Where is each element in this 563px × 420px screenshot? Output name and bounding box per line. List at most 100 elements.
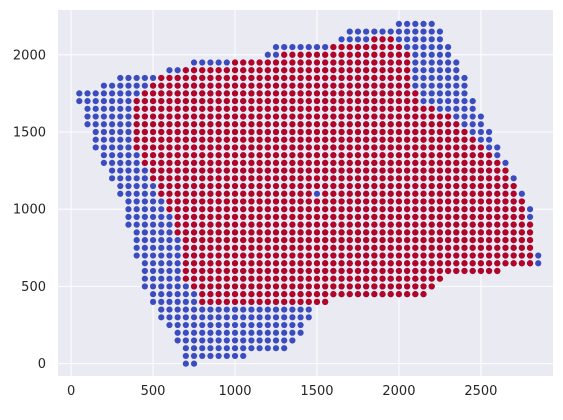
cluster-a-point bbox=[182, 314, 189, 321]
cluster-b-point bbox=[231, 105, 239, 112]
cluster-b-point bbox=[199, 252, 206, 259]
cluster-a-point bbox=[469, 98, 476, 105]
cluster-b-point bbox=[199, 182, 206, 190]
cluster-b-point bbox=[207, 252, 214, 259]
cluster-b-point bbox=[215, 198, 222, 205]
cluster-b-point bbox=[494, 206, 501, 213]
cluster-b-point bbox=[223, 298, 230, 305]
cluster-a-point bbox=[149, 237, 157, 244]
cluster-b-point bbox=[477, 190, 484, 197]
cluster-b-point bbox=[379, 221, 386, 228]
cluster-b-point bbox=[256, 190, 263, 197]
cluster-b-point bbox=[289, 59, 296, 66]
cluster-b-point bbox=[240, 121, 247, 128]
cluster-a-point bbox=[158, 221, 165, 228]
cluster-b-point bbox=[404, 237, 411, 244]
cluster-b-point bbox=[207, 167, 214, 174]
cluster-a-point bbox=[182, 352, 189, 360]
cluster-b-point bbox=[313, 221, 321, 228]
cluster-b-point bbox=[404, 82, 411, 89]
cluster-b-point bbox=[256, 98, 263, 105]
cluster-b-point bbox=[371, 105, 378, 112]
cluster-b-point bbox=[436, 167, 444, 174]
cluster-b-point bbox=[272, 128, 280, 136]
cluster-b-point bbox=[297, 74, 304, 82]
cluster-b-point bbox=[281, 98, 288, 105]
cluster-b-point bbox=[158, 144, 165, 151]
cluster-b-point bbox=[354, 244, 362, 251]
cluster-b-point bbox=[436, 159, 444, 166]
cluster-b-point bbox=[387, 175, 394, 182]
cluster-b-point bbox=[453, 182, 460, 190]
cluster-a-point bbox=[240, 345, 247, 352]
cluster-a-point bbox=[100, 105, 107, 112]
cluster-a-point bbox=[420, 36, 427, 43]
cluster-b-point bbox=[264, 144, 271, 151]
cluster-b-point bbox=[346, 229, 353, 236]
cluster-b-point bbox=[272, 237, 280, 244]
cluster-b-point bbox=[338, 74, 345, 82]
cluster-b-point bbox=[264, 298, 271, 305]
cluster-a-point bbox=[199, 59, 206, 66]
cluster-b-point bbox=[387, 36, 394, 43]
cluster-b-point bbox=[281, 237, 288, 244]
cluster-a-point bbox=[256, 321, 263, 329]
cluster-a-point bbox=[117, 82, 124, 89]
cluster-b-point bbox=[272, 144, 280, 151]
cluster-b-point bbox=[510, 213, 517, 221]
cluster-b-point bbox=[240, 74, 247, 82]
cluster-a-point bbox=[412, 20, 419, 27]
cluster-b-point bbox=[371, 260, 378, 267]
cluster-b-point bbox=[338, 90, 345, 97]
cluster-b-point bbox=[199, 113, 206, 120]
cluster-b-point bbox=[322, 136, 329, 143]
cluster-b-point bbox=[526, 260, 534, 267]
cluster-a-point bbox=[436, 74, 444, 82]
cluster-b-point bbox=[420, 175, 427, 182]
cluster-a-point bbox=[289, 306, 296, 313]
cluster-b-point bbox=[387, 229, 394, 236]
cluster-b-point bbox=[387, 43, 394, 51]
cluster-b-point bbox=[436, 260, 444, 267]
cluster-a-point bbox=[84, 121, 91, 128]
cluster-b-point bbox=[322, 182, 329, 190]
cluster-b-point bbox=[215, 90, 222, 97]
cluster-b-point bbox=[354, 159, 362, 166]
cluster-b-point bbox=[477, 244, 484, 251]
cluster-b-point bbox=[494, 267, 501, 275]
cluster-b-point bbox=[133, 128, 140, 136]
cluster-a-point bbox=[444, 82, 452, 89]
cluster-b-point bbox=[371, 121, 378, 128]
cluster-b-point bbox=[330, 221, 337, 228]
cluster-b-point bbox=[428, 260, 435, 267]
cluster-b-point bbox=[272, 221, 280, 228]
cluster-a-point bbox=[428, 98, 435, 105]
cluster-b-point bbox=[248, 74, 255, 82]
cluster-a-point bbox=[207, 59, 214, 66]
cluster-a-point bbox=[125, 136, 132, 143]
cluster-b-point bbox=[174, 113, 181, 120]
cluster-b-point bbox=[395, 244, 403, 251]
cluster-a-point bbox=[420, 28, 427, 35]
cluster-b-point bbox=[420, 152, 427, 159]
cluster-b-point bbox=[502, 252, 509, 259]
cluster-b-point bbox=[346, 98, 353, 105]
cluster-a-point bbox=[485, 136, 493, 143]
cluster-b-point bbox=[354, 105, 362, 112]
cluster-b-point bbox=[477, 159, 484, 166]
x-tick-label: 1000 bbox=[218, 384, 251, 399]
cluster-b-point bbox=[436, 198, 444, 205]
cluster-b-point bbox=[387, 260, 394, 267]
cluster-b-point bbox=[494, 229, 501, 236]
cluster-b-point bbox=[469, 221, 476, 228]
cluster-b-point bbox=[387, 291, 394, 298]
cluster-b-point bbox=[346, 121, 353, 128]
cluster-b-point bbox=[207, 221, 214, 228]
cluster-b-points bbox=[133, 36, 534, 305]
cluster-a-point bbox=[272, 43, 280, 51]
cluster-a-point bbox=[264, 345, 271, 352]
cluster-b-point bbox=[412, 152, 419, 159]
cluster-a-point bbox=[166, 244, 173, 251]
cluster-b-point bbox=[428, 198, 435, 205]
cluster-b-point bbox=[354, 252, 362, 259]
